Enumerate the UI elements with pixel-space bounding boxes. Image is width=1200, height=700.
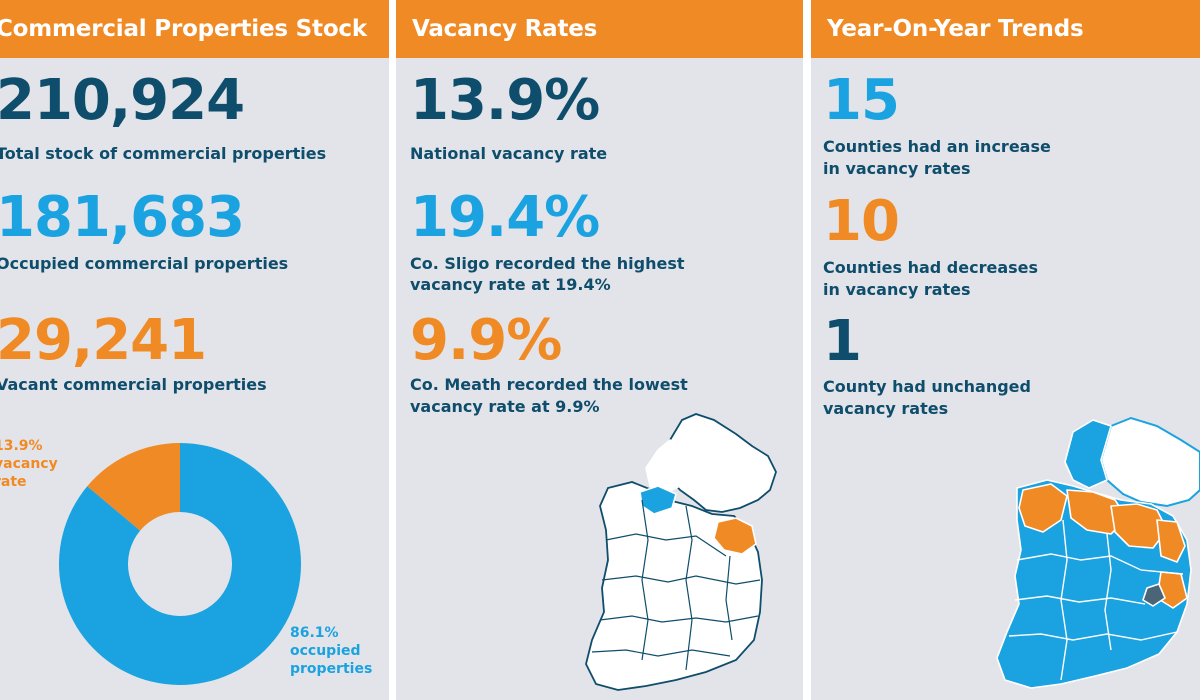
lowest-rate-label-2: vacancy rate at 9.9% bbox=[410, 397, 600, 416]
occupied-value: 181,683 bbox=[0, 185, 245, 250]
trend-map-unchanged bbox=[1142, 583, 1166, 607]
vacant-value: 29,241 bbox=[0, 308, 207, 373]
increase-count-label-2: in vacancy rates bbox=[823, 159, 971, 178]
occupied-percent-value: 86.1% bbox=[290, 625, 339, 641]
national-rate-label: National vacancy rate bbox=[410, 144, 608, 163]
donut-occupied-slice bbox=[58, 443, 302, 685]
stock-panel-title: Commercial Properties Stock bbox=[0, 0, 389, 58]
vacant-label: Vacant commercial properties bbox=[0, 375, 267, 394]
vacancy-percent-rate: rate bbox=[0, 474, 27, 490]
ireland-trends-map bbox=[996, 416, 1200, 689]
trends-panel: Year-On-Year Trends 15 Counties had an i… bbox=[811, 0, 1200, 700]
ireland-vacancy-map bbox=[585, 413, 777, 691]
trend-map-donegal bbox=[1064, 419, 1112, 489]
trend-map-county-borders bbox=[1008, 519, 1184, 681]
vacancy-percent-value: 13.9% bbox=[0, 438, 43, 454]
decrease-count-value: 10 bbox=[823, 189, 900, 254]
stock-panel: Commercial Properties Stock 210,924 Tota… bbox=[0, 0, 389, 700]
highest-rate-label-1: Co. Sligo recorded the highest bbox=[410, 254, 685, 273]
trend-map-decrease-west bbox=[1018, 483, 1068, 533]
decrease-count-label-1: Counties had decreases bbox=[823, 258, 1039, 277]
vacancy-percent-word: vacancy bbox=[0, 456, 58, 472]
lowest-rate-label-1: Co. Meath recorded the lowest bbox=[410, 375, 688, 394]
highest-rate-label-2: vacancy rate at 19.4% bbox=[410, 275, 611, 294]
trend-map-decrease-east bbox=[1156, 519, 1186, 563]
decrease-count-label-2: in vacancy rates bbox=[823, 280, 971, 299]
map-county-borders bbox=[591, 499, 761, 671]
occupied-percent-label: 86.1% occupied properties bbox=[290, 624, 372, 678]
vacancy-panel-title: Vacancy Rates bbox=[396, 0, 803, 58]
occupancy-donut-chart bbox=[58, 443, 302, 685]
map-republic-outline bbox=[585, 481, 763, 691]
donut-vacant-slice bbox=[87, 443, 180, 531]
national-rate-value: 13.9% bbox=[410, 68, 600, 133]
increase-count-label-1: Counties had an increase bbox=[823, 137, 1051, 156]
map-county-donegal bbox=[645, 439, 687, 495]
occupied-percent-properties: properties bbox=[290, 661, 373, 677]
trend-map-northern-ireland bbox=[1099, 416, 1200, 508]
increase-count-value: 15 bbox=[823, 68, 900, 133]
map-county-sligo bbox=[639, 485, 677, 515]
vacancy-panel: Vacancy Rates 13.9% National vacancy rat… bbox=[396, 0, 803, 700]
lowest-rate-value: 9.9% bbox=[410, 308, 562, 373]
vacancy-percent-label: 13.9% vacancy rate bbox=[0, 437, 58, 491]
unchanged-count-value: 1 bbox=[823, 309, 862, 374]
occupied-percent-word: occupied bbox=[290, 643, 361, 659]
total-stock-label: Total stock of commercial properties bbox=[0, 144, 327, 163]
occupied-label: Occupied commercial properties bbox=[0, 254, 289, 273]
unchanged-count-label-1: County had unchanged bbox=[823, 377, 1031, 396]
total-stock-value: 210,924 bbox=[0, 68, 245, 133]
unchanged-count-label-2: vacancy rates bbox=[823, 399, 949, 418]
map-county-meath bbox=[713, 517, 757, 555]
trends-panel-title: Year-On-Year Trends bbox=[811, 0, 1200, 58]
highest-rate-value: 19.4% bbox=[410, 185, 600, 250]
